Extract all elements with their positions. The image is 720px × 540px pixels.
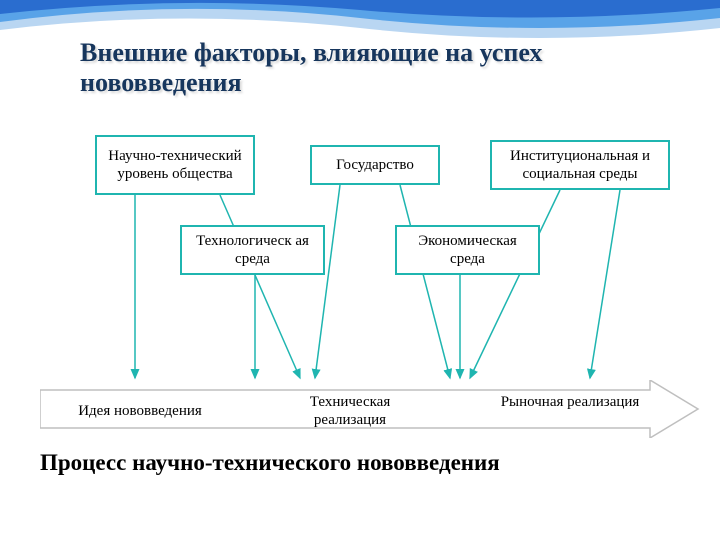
process-label-market-real: Рыночная реализация	[500, 393, 640, 411]
box-tech-environment: Технологическ ая среда	[180, 225, 325, 275]
arrow-group	[135, 185, 620, 378]
box-label: Научно-технический уровень общества	[103, 147, 247, 183]
box-econ-environment: Экономическая среда	[395, 225, 540, 275]
box-label: Технологическ ая среда	[188, 232, 317, 268]
box-sci-tech-level: Научно-технический уровень общества	[95, 135, 255, 195]
process-label-idea: Идея нововведения	[60, 402, 220, 420]
arrow-line	[220, 195, 300, 378]
box-institutional: Институциональная и социальная среды	[490, 140, 670, 190]
arrow-line	[470, 190, 560, 378]
box-label: Институциональная и социальная среды	[498, 147, 662, 183]
process-label-tech-real: Техническая реализация	[280, 393, 420, 429]
process-caption: Процесс научно-технического нововведения	[40, 450, 500, 476]
page-title: Внешние факторы, влияющие на успех новов…	[80, 38, 640, 98]
arrow-line	[315, 185, 340, 378]
box-label: Экономическая среда	[403, 232, 532, 268]
box-government: Государство	[310, 145, 440, 185]
arrow-line	[590, 190, 620, 378]
box-label: Государство	[336, 156, 414, 174]
arrow-line	[400, 185, 450, 378]
